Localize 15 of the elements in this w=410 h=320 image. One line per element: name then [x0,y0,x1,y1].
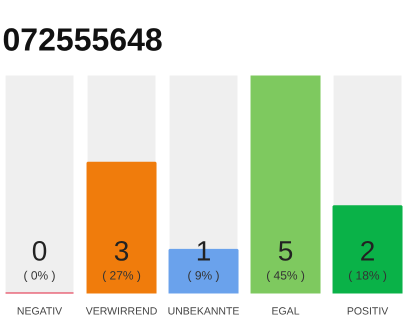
data-label: 3 [114,236,130,266]
data-label: 0 [32,236,48,266]
annotation: ( 18% ) [348,268,387,282]
annotation: ( 45% ) [266,268,305,282]
x-tick-label: VERWIRREND [86,306,158,318]
annotation: ( 27% ) [102,268,141,282]
x-tick-label: UNBEKANNTE [168,306,240,318]
data-label: 2 [360,236,376,266]
chart-title: 072555648 [2,22,163,58]
x-tick-label: EGAL [272,306,300,318]
data-label: 5 [278,236,294,266]
x-tick-label: NEGATIV [16,306,62,318]
annotation: ( 0% ) [24,268,56,282]
annotation: ( 9% ) [188,268,220,282]
x-tick-label: POSITIV [346,306,388,318]
